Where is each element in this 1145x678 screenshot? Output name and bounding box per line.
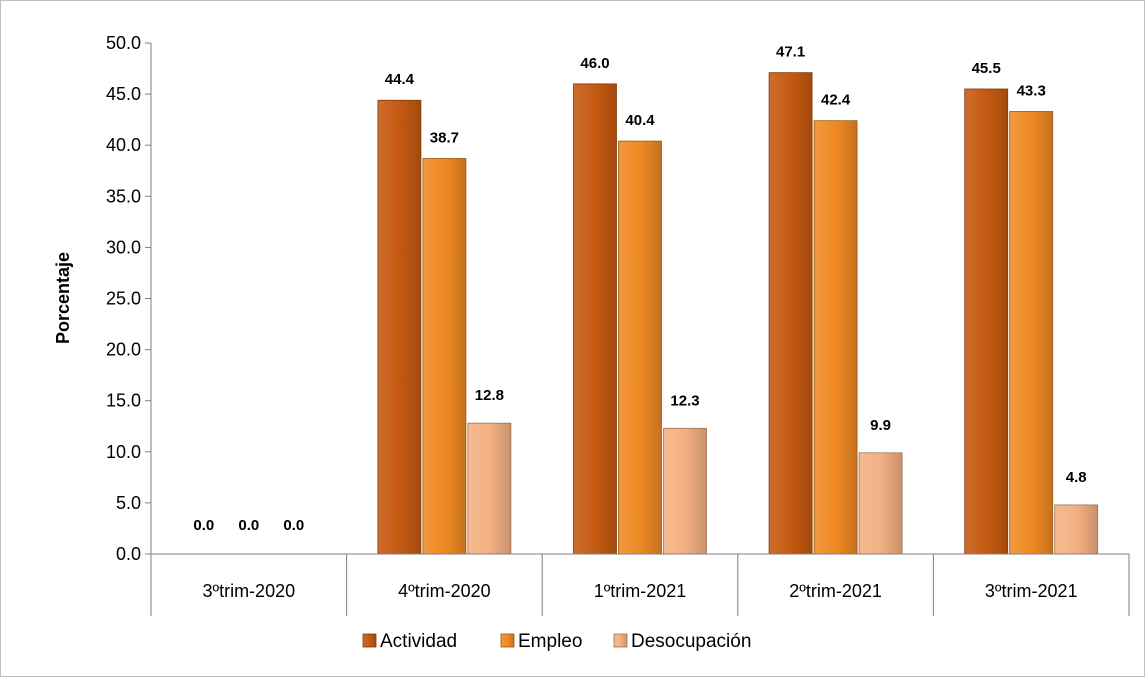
bar-empleo xyxy=(422,158,467,555)
data-label: 40.4 xyxy=(625,112,655,129)
data-label: 42.4 xyxy=(821,92,851,109)
y-tick-label: 15.0 xyxy=(106,391,141,411)
y-tick-label: 30.0 xyxy=(106,237,141,257)
legend-swatch-empleo xyxy=(500,633,515,648)
data-label: 43.3 xyxy=(1017,82,1046,99)
data-label: 47.1 xyxy=(776,44,805,61)
data-label: 12.8 xyxy=(475,387,504,404)
data-label: 44.4 xyxy=(385,71,415,88)
y-tick-label: 35.0 xyxy=(106,186,141,206)
y-tick-label: 5.0 xyxy=(116,493,141,513)
bar-actividad xyxy=(377,99,422,555)
bar-desocupación xyxy=(467,422,512,555)
y-tick-label: 10.0 xyxy=(106,442,141,462)
legend-swatch-desocupación xyxy=(613,633,628,648)
bar-desocupación xyxy=(858,452,903,555)
data-label: 46.0 xyxy=(580,55,609,72)
x-tick-label: 4ºtrim-2020 xyxy=(398,581,491,601)
data-label: 9.9 xyxy=(870,417,891,434)
data-label: 12.3 xyxy=(670,392,699,409)
y-axis-title: Porcentaje xyxy=(53,252,73,344)
x-tick-label: 1ºtrim-2021 xyxy=(594,581,687,601)
data-label: 0.0 xyxy=(238,517,259,534)
bar-desocupación xyxy=(1054,504,1099,555)
data-label: 0.0 xyxy=(283,517,304,534)
legend-label: Empleo xyxy=(518,631,582,652)
bar-actividad xyxy=(573,83,617,555)
legend: Actividad Empleo Desocupación xyxy=(362,631,751,652)
data-label: 38.7 xyxy=(430,129,459,146)
bar-desocupación xyxy=(663,427,707,555)
bar-actividad xyxy=(964,88,1009,555)
y-tick-label: 45.0 xyxy=(106,84,141,104)
x-tick-label: 3ºtrim-2021 xyxy=(985,581,1078,601)
legend-label: Desocupación xyxy=(631,631,751,652)
y-axis: 0.0 5.0 10.0 15.0 20.0 25.0 30.0 35.0 40.0 45.0 50… xyxy=(106,33,152,564)
x-tick-label: 2ºtrim-2021 xyxy=(789,581,882,601)
y-tick-label: 25.0 xyxy=(106,289,141,309)
x-tick-label: 3ºtrim-2020 xyxy=(202,581,295,601)
bar-empleo xyxy=(618,140,662,555)
y-tick-label: 20.0 xyxy=(106,340,141,360)
y-tick-label: 50.0 xyxy=(106,33,141,53)
y-tick-label: 40.0 xyxy=(106,135,141,155)
legend-swatch-actividad xyxy=(362,633,377,648)
bar-empleo xyxy=(1009,111,1054,555)
data-label: 0.0 xyxy=(193,517,214,534)
legend-label: Actividad xyxy=(380,631,457,652)
y-tick-label: 0.0 xyxy=(116,544,141,564)
x-axis: 3ºtrim-2020 4ºtrim-2020 1ºtrim-2021 2ºtrim-… xyxy=(150,553,1130,616)
data-label: 45.5 xyxy=(972,60,1001,77)
bar-empleo xyxy=(813,120,858,555)
bars: 0.0 0.0 0.0 44.4 38.7 12.8 46.0 40.4 12.3 47.1 42.… xyxy=(193,44,1099,555)
bar-actividad xyxy=(768,72,813,555)
data-label: 4.8 xyxy=(1066,469,1087,486)
